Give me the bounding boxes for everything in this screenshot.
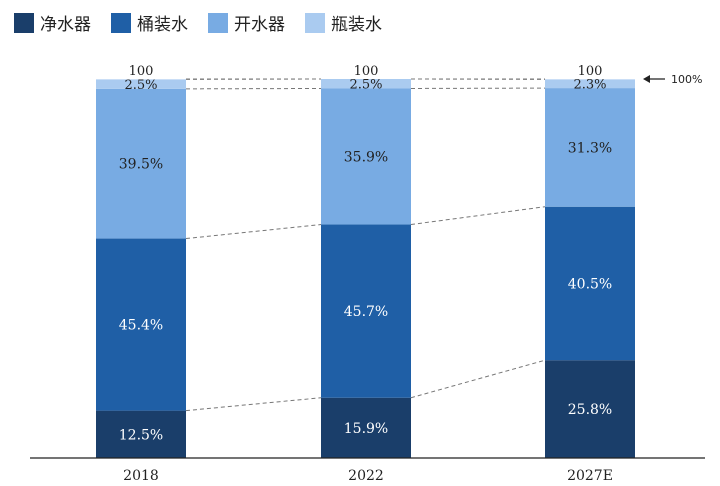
legend-label: 净水器 bbox=[40, 15, 91, 35]
data-label: 25.8% bbox=[568, 402, 612, 418]
bar-segment bbox=[545, 79, 635, 89]
bar-segment bbox=[96, 79, 186, 89]
bar-segment bbox=[545, 206, 635, 361]
legend-swatch bbox=[208, 12, 228, 33]
data-label: 2.5% bbox=[124, 78, 157, 93]
data-label: 40.5% bbox=[568, 276, 612, 292]
data-label: 15.9% bbox=[344, 421, 388, 437]
bar-segment bbox=[321, 79, 411, 89]
data-label: 2.3% bbox=[573, 78, 606, 93]
total-label: 100 bbox=[129, 64, 154, 79]
legend-item-water-purifier: 净水器 bbox=[14, 10, 91, 35]
legend-label: 开水器 bbox=[234, 15, 285, 35]
bar-segment bbox=[545, 360, 635, 458]
total-label: 100 bbox=[578, 64, 603, 79]
legend-label: 瓶装水 bbox=[331, 15, 382, 35]
bar-segment bbox=[321, 397, 411, 458]
bar-segment bbox=[96, 410, 186, 458]
bar-segment bbox=[321, 88, 411, 225]
legend-swatch bbox=[305, 12, 325, 33]
connector-line bbox=[410, 206, 546, 226]
legend-label: 桶装水 bbox=[137, 15, 188, 35]
legend-item-bottled-water-barrel: 桶装水 bbox=[111, 10, 188, 35]
connector-line bbox=[185, 224, 322, 240]
data-label: 45.7% bbox=[344, 304, 388, 320]
x-tick-label: 2022 bbox=[348, 468, 384, 484]
chart-legend: 净水器 桶装水 开水器 瓶装水 bbox=[14, 10, 382, 35]
legend-item-bottled-water: 瓶装水 bbox=[305, 10, 382, 35]
x-tick-label: 2018 bbox=[123, 468, 159, 484]
data-label: 31.3% bbox=[568, 140, 612, 156]
bar-segment bbox=[96, 238, 186, 411]
data-label: 12.5% bbox=[119, 427, 163, 443]
annotation-arrowhead bbox=[643, 75, 650, 83]
connector-line bbox=[410, 359, 546, 399]
connector-line bbox=[185, 397, 322, 412]
data-label: 2.5% bbox=[349, 78, 382, 93]
legend-item-water-boiler: 开水器 bbox=[208, 10, 285, 35]
data-label: 45.4% bbox=[119, 318, 163, 334]
bar-segment bbox=[96, 88, 186, 239]
legend-swatch bbox=[111, 12, 131, 33]
bar-segment bbox=[321, 224, 411, 398]
data-label: 35.9% bbox=[344, 150, 388, 166]
data-label: 39.5% bbox=[119, 157, 163, 173]
x-tick-label: 2027E bbox=[567, 468, 613, 484]
total-label: 100 bbox=[354, 64, 379, 79]
legend-swatch bbox=[14, 12, 34, 33]
bar-segment bbox=[545, 88, 635, 207]
annotation-label: 100% bbox=[671, 73, 702, 86]
